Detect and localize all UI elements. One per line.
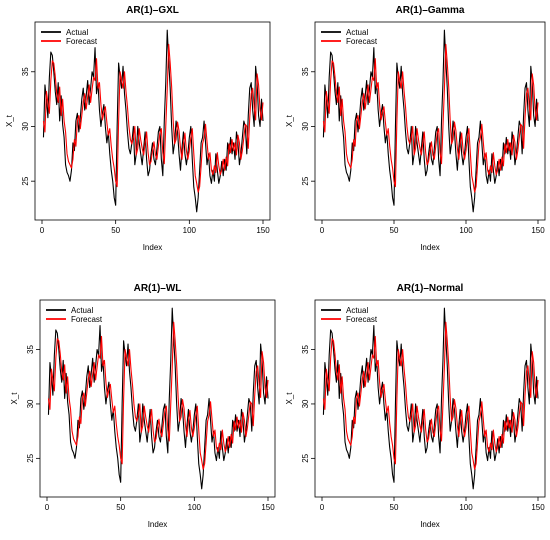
y-tick-label-25-normal: 25 bbox=[301, 453, 310, 462]
y-tick-label-25-wl: 25 bbox=[26, 453, 35, 462]
x-axis-label-gxl: Index bbox=[143, 243, 163, 252]
chart-title-normal: AR(1)–Normal bbox=[397, 283, 464, 294]
legend-label-forecast-normal: Forecast bbox=[346, 315, 378, 324]
x-tick-label-150-normal: 150 bbox=[531, 503, 545, 512]
legend-label-actual-gxl: Actual bbox=[66, 28, 88, 37]
chart-title-wl: AR(1)–WL bbox=[134, 283, 182, 294]
x-axis-label-gamma: Index bbox=[420, 243, 440, 252]
legend-label-actual-normal: Actual bbox=[346, 306, 368, 315]
series-line-forecast-gamma bbox=[322, 43, 539, 193]
series-line-forecast-gxl bbox=[42, 43, 264, 193]
x-axis-label-wl: Index bbox=[148, 520, 168, 529]
y-tick-label-35-gxl: 35 bbox=[21, 67, 30, 76]
plot-frame-gamma bbox=[314, 21, 546, 221]
y-axis-label-wl: X_t bbox=[10, 392, 19, 405]
chart-title-gamma: AR(1)–Gamma bbox=[396, 5, 465, 16]
series-line-actual-gamma bbox=[322, 29, 539, 213]
x-tick-label-50-gamma: 50 bbox=[390, 226, 399, 235]
x-tick-label-100-wl: 100 bbox=[188, 503, 202, 512]
x-tick-label-50-wl: 50 bbox=[116, 503, 125, 512]
y-axis-label-gxl: X_t bbox=[5, 114, 14, 127]
y-tick-label-30-normal: 30 bbox=[301, 399, 310, 408]
x-tick-label-150-gamma: 150 bbox=[531, 226, 545, 235]
x-tick-label-50-normal: 50 bbox=[390, 503, 399, 512]
y-tick-label-25-gamma: 25 bbox=[301, 176, 310, 185]
y-tick-label-35-gamma: 35 bbox=[301, 67, 310, 76]
y-tick-label-35-wl: 35 bbox=[26, 345, 35, 354]
plot-frame-gxl bbox=[34, 21, 271, 221]
legend-label-forecast-wl: Forecast bbox=[71, 315, 103, 324]
x-tick-label-0-gxl: 0 bbox=[40, 226, 45, 235]
series-line-actual-normal bbox=[322, 307, 539, 490]
series-line-actual-wl bbox=[47, 307, 269, 490]
x-axis-label-normal: Index bbox=[420, 520, 440, 529]
series-line-actual-gxl bbox=[42, 29, 264, 213]
chart-panel-gxl: AR(1)–GXL 0 50 100 150 25 30 35 Index X_t ActualFo… bbox=[5, 5, 271, 252]
y-axis-label-gamma: X_t bbox=[285, 114, 294, 127]
legend-label-actual-gamma: Actual bbox=[346, 28, 368, 37]
x-tick-label-100-normal: 100 bbox=[459, 503, 473, 512]
x-tick-label-150-wl: 150 bbox=[261, 503, 275, 512]
chart-panel-wl: AR(1)–WL 0 50 100 150 25 30 35 Index X_t ActualFor… bbox=[10, 283, 276, 529]
x-tick-label-0-gamma: 0 bbox=[320, 226, 325, 235]
y-tick-label-35-normal: 35 bbox=[301, 345, 310, 354]
y-tick-label-30-gamma: 30 bbox=[301, 121, 310, 130]
y-tick-label-30-wl: 30 bbox=[26, 399, 35, 408]
series-line-forecast-wl bbox=[47, 321, 269, 470]
legend-label-actual-wl: Actual bbox=[71, 306, 93, 315]
x-tick-label-100-gxl: 100 bbox=[183, 226, 197, 235]
plot-frame-normal bbox=[314, 299, 546, 498]
y-tick-label-25-gxl: 25 bbox=[21, 176, 30, 185]
chart-panel-normal: AR(1)–Normal 0 50 100 150 25 30 35 Index X_t Actua… bbox=[285, 283, 546, 529]
plot-frame-wl bbox=[39, 299, 276, 498]
x-tick-label-0-normal: 0 bbox=[320, 503, 325, 512]
y-tick-label-30-gxl: 30 bbox=[21, 121, 30, 130]
legend-label-forecast-gamma: Forecast bbox=[346, 37, 378, 46]
x-tick-label-0-wl: 0 bbox=[45, 503, 50, 512]
x-tick-label-150-gxl: 150 bbox=[256, 226, 270, 235]
series-line-forecast-normal bbox=[322, 321, 539, 470]
x-tick-label-100-gamma: 100 bbox=[459, 226, 473, 235]
x-tick-label-50-gxl: 50 bbox=[111, 226, 120, 235]
chart-panel-gamma: AR(1)–Gamma 0 50 100 150 25 30 35 Index X_t Actual… bbox=[285, 5, 546, 252]
chart-title-gxl: AR(1)–GXL bbox=[126, 5, 179, 16]
y-axis-label-normal: X_t bbox=[285, 392, 294, 405]
legend-label-forecast-gxl: Forecast bbox=[66, 37, 98, 46]
